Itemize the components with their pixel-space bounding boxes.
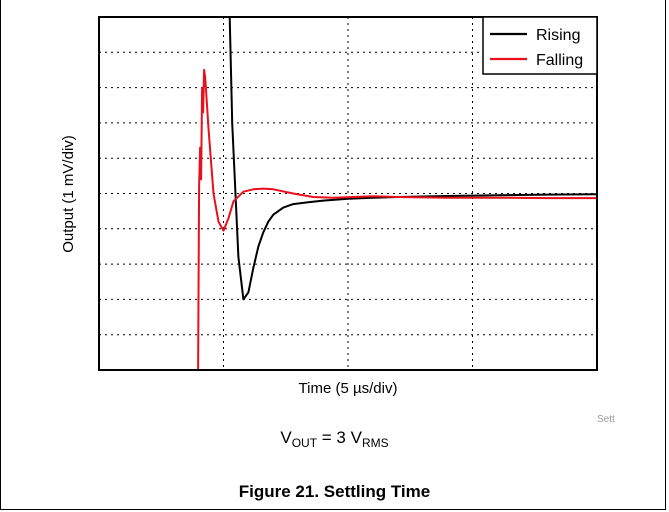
- corner-tag: Sett: [597, 414, 615, 425]
- vout-condition: VOUT = 3 VRMS: [0, 428, 669, 450]
- legend: Rising Falling: [483, 17, 597, 74]
- rms-subscript: RMS: [362, 436, 389, 450]
- series-line-falling: [198, 70, 597, 370]
- vout-subscript: OUT: [292, 436, 317, 450]
- vout-symbol: V: [280, 428, 291, 447]
- x-axis-label: Time (5 µs/div): [299, 380, 398, 397]
- vout-value: = 3 V: [317, 428, 362, 447]
- legend-label-falling: Falling: [536, 52, 583, 69]
- y-axis-label: Output (1 mV/div): [60, 135, 77, 253]
- settling-time-chart: Rising Falling Time (5 µs/div) Output (1…: [0, 0, 669, 420]
- legend-label-rising: Rising: [536, 27, 580, 44]
- figure-title: Figure 21. Settling Time: [0, 482, 669, 502]
